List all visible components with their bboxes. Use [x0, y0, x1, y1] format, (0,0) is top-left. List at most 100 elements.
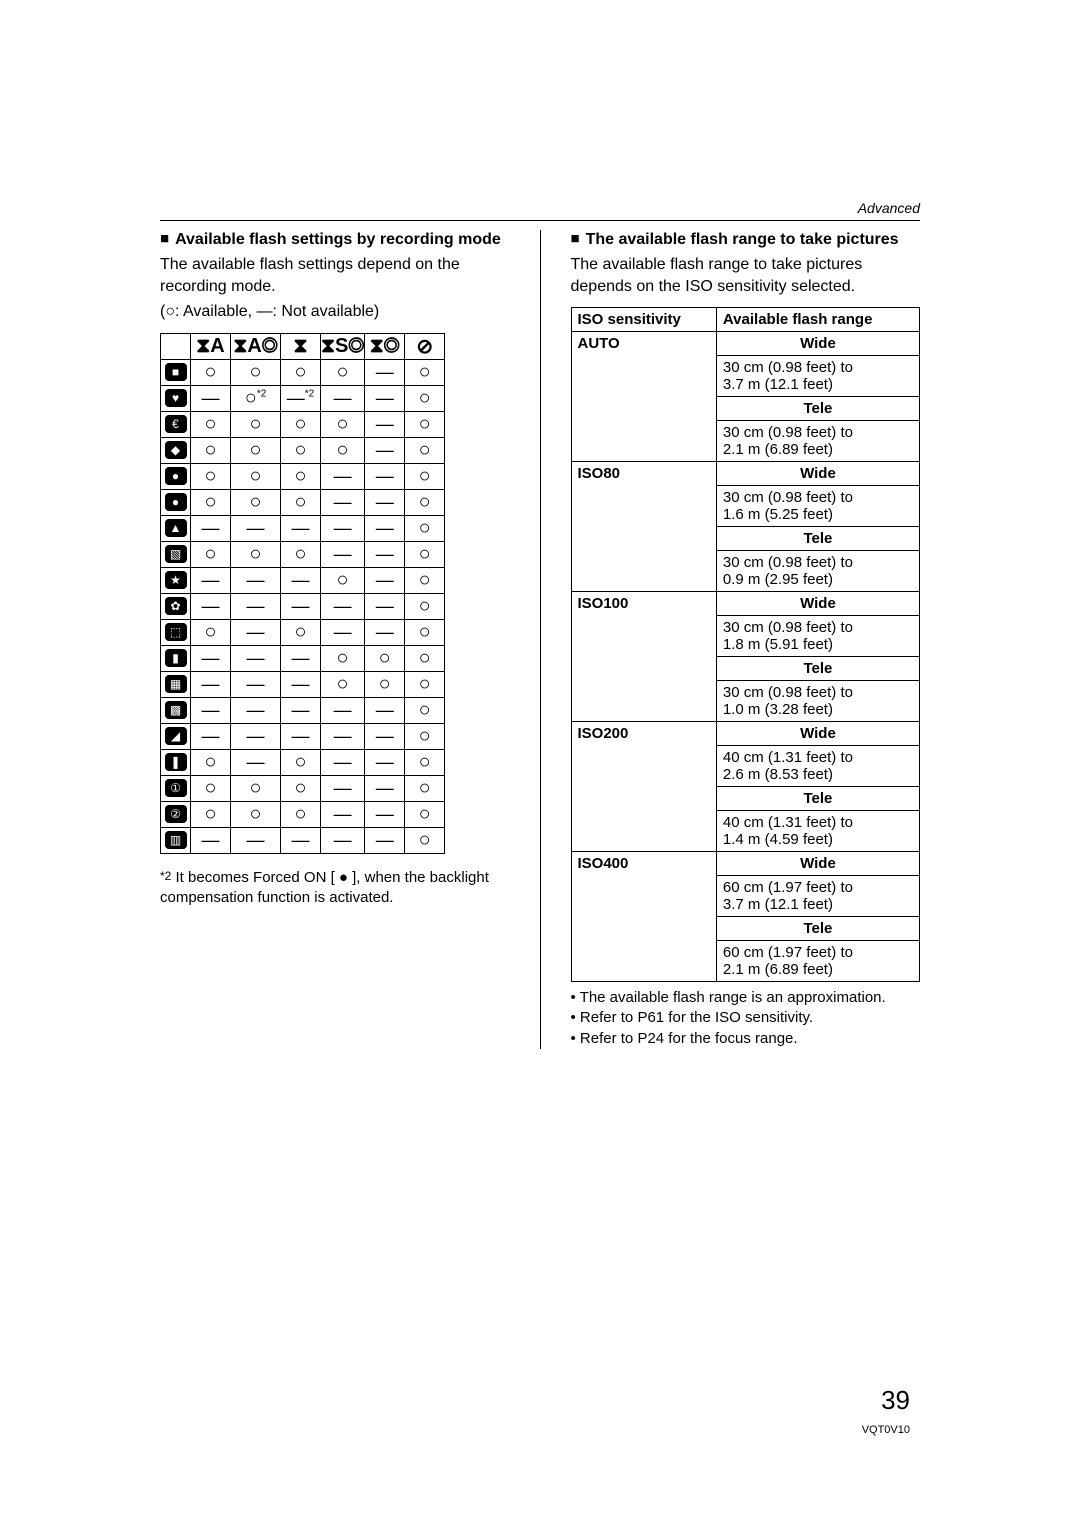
iso-th-range: Available flash range [716, 308, 919, 332]
flash-cell: — [365, 723, 405, 749]
flash-header-4: ⧗◎ [365, 333, 405, 359]
flash-row: ①○○○——○ [161, 775, 445, 801]
bullet-item: Refer to P24 for the focus range. [571, 1029, 921, 1049]
flash-cell: — [191, 515, 231, 541]
mode-icon-cell: ▧ [161, 541, 191, 567]
flash-cell: ○ [191, 411, 231, 437]
flash-cell: ○ [405, 541, 445, 567]
flash-cell: ○ [231, 801, 281, 827]
flash-cell: — [321, 463, 365, 489]
flash-cell: ○ [405, 515, 445, 541]
mode-icon-cell: ▦ [161, 671, 191, 697]
flash-cell: — [231, 827, 281, 853]
flash-cell: — [365, 385, 405, 411]
flash-cell: — [321, 515, 365, 541]
flash-cell: ○ [405, 593, 445, 619]
flash-cell: ○ [191, 801, 231, 827]
flash-cell: ○ [231, 541, 281, 567]
iso-range-table: ISO sensitivityAvailable flash rangeAUTO… [571, 307, 921, 982]
flash-cell: — [191, 385, 231, 411]
flash-cell: — [321, 489, 365, 515]
flash-cell: — [281, 567, 321, 593]
flash-cell: — [231, 697, 281, 723]
flash-cell: ○ [281, 489, 321, 515]
flash-row: ■○○○○—○ [161, 359, 445, 385]
flash-cell: ○ [281, 801, 321, 827]
flash-cell: — [231, 593, 281, 619]
iso-value: ISO200 [571, 722, 716, 852]
iso-tele-value: 30 cm (0.98 feet) to2.1 m (6.89 feet) [716, 421, 919, 462]
flash-header-mode [161, 333, 191, 359]
flash-cell: — [231, 749, 281, 775]
right-heading: The available flash range to take pictur… [586, 230, 899, 250]
mode-icon-cell: ◆ [161, 437, 191, 463]
mode-icon-cell: ◢ [161, 723, 191, 749]
flash-cell: ○ [231, 463, 281, 489]
iso-tele-label: Tele [716, 397, 919, 421]
mode-icon-cell: ⬚ [161, 619, 191, 645]
left-heading: Available flash settings by recording mo… [175, 230, 501, 250]
flash-row: ▦———○○○ [161, 671, 445, 697]
iso-wide-value: 30 cm (0.98 feet) to1.6 m (5.25 feet) [716, 486, 919, 527]
mode-icon-cell: ▥ [161, 827, 191, 853]
iso-tele-label: Tele [716, 527, 919, 551]
iso-tele-value: 30 cm (0.98 feet) to0.9 m (2.95 feet) [716, 551, 919, 592]
mode-icon: ★ [165, 571, 187, 589]
flash-cell: — [191, 671, 231, 697]
flash-cell: ○ [191, 359, 231, 385]
flash-row: €○○○○—○ [161, 411, 445, 437]
flash-cell: ○ [405, 411, 445, 437]
flash-cell: — [231, 515, 281, 541]
mode-icon: ① [165, 779, 187, 797]
iso-tele-value: 30 cm (0.98 feet) to1.0 m (3.28 feet) [716, 681, 919, 722]
flash-cell: ○ [281, 437, 321, 463]
flash-header-5: ⊘ [405, 333, 445, 359]
flash-cell: ○ [405, 619, 445, 645]
flash-cell: — [365, 463, 405, 489]
flash-cell: ○ [405, 645, 445, 671]
flash-cell: — [191, 645, 231, 671]
iso-tele-value: 40 cm (1.31 feet) to1.4 m (4.59 feet) [716, 811, 919, 852]
flash-cell: ○ [321, 567, 365, 593]
flash-cell: — [191, 697, 231, 723]
mode-icon: ● [165, 493, 187, 511]
bullet-list: The available flash range is an approxim… [571, 988, 921, 1049]
iso-value: ISO100 [571, 592, 716, 722]
flash-cell: ○ [321, 437, 365, 463]
flash-cell: — [281, 723, 321, 749]
mode-icon-cell: ● [161, 463, 191, 489]
flash-cell: ○ [281, 359, 321, 385]
flash-cell: — [321, 801, 365, 827]
flash-cell: ○ [405, 775, 445, 801]
flash-row: ●○○○——○ [161, 463, 445, 489]
footnote: *2 It becomes Forced ON [ ● ], when the … [160, 868, 510, 909]
flash-row: ▮———○○○ [161, 645, 445, 671]
flash-cell: — [365, 437, 405, 463]
iso-wide-value: 30 cm (0.98 feet) to1.8 m (5.91 feet) [716, 616, 919, 657]
flash-cell: — [365, 775, 405, 801]
mode-icon-cell: ▩ [161, 697, 191, 723]
flash-cell: — [365, 489, 405, 515]
flash-cell: ○ [405, 827, 445, 853]
flash-cell: —*2 [281, 385, 321, 411]
flash-cell: ○*2 [231, 385, 281, 411]
flash-cell: — [365, 567, 405, 593]
mode-icon: ▩ [165, 701, 187, 719]
flash-cell: — [321, 723, 365, 749]
flash-cell: ○ [321, 359, 365, 385]
flash-cell: — [231, 619, 281, 645]
flash-cell: ○ [281, 749, 321, 775]
mode-icon-cell: € [161, 411, 191, 437]
mode-icon: ◢ [165, 727, 187, 745]
flash-cell: — [365, 749, 405, 775]
flash-cell: ○ [191, 541, 231, 567]
flash-cell: ○ [405, 697, 445, 723]
flash-cell: — [231, 671, 281, 697]
flash-row: ❚○—○——○ [161, 749, 445, 775]
left-legend: (○: Available, —: Not available) [160, 301, 510, 323]
flash-cell: ○ [191, 437, 231, 463]
flash-cell: ○ [281, 463, 321, 489]
flash-cell: ○ [191, 489, 231, 515]
flash-cell: ○ [405, 385, 445, 411]
flash-cell: ○ [281, 411, 321, 437]
